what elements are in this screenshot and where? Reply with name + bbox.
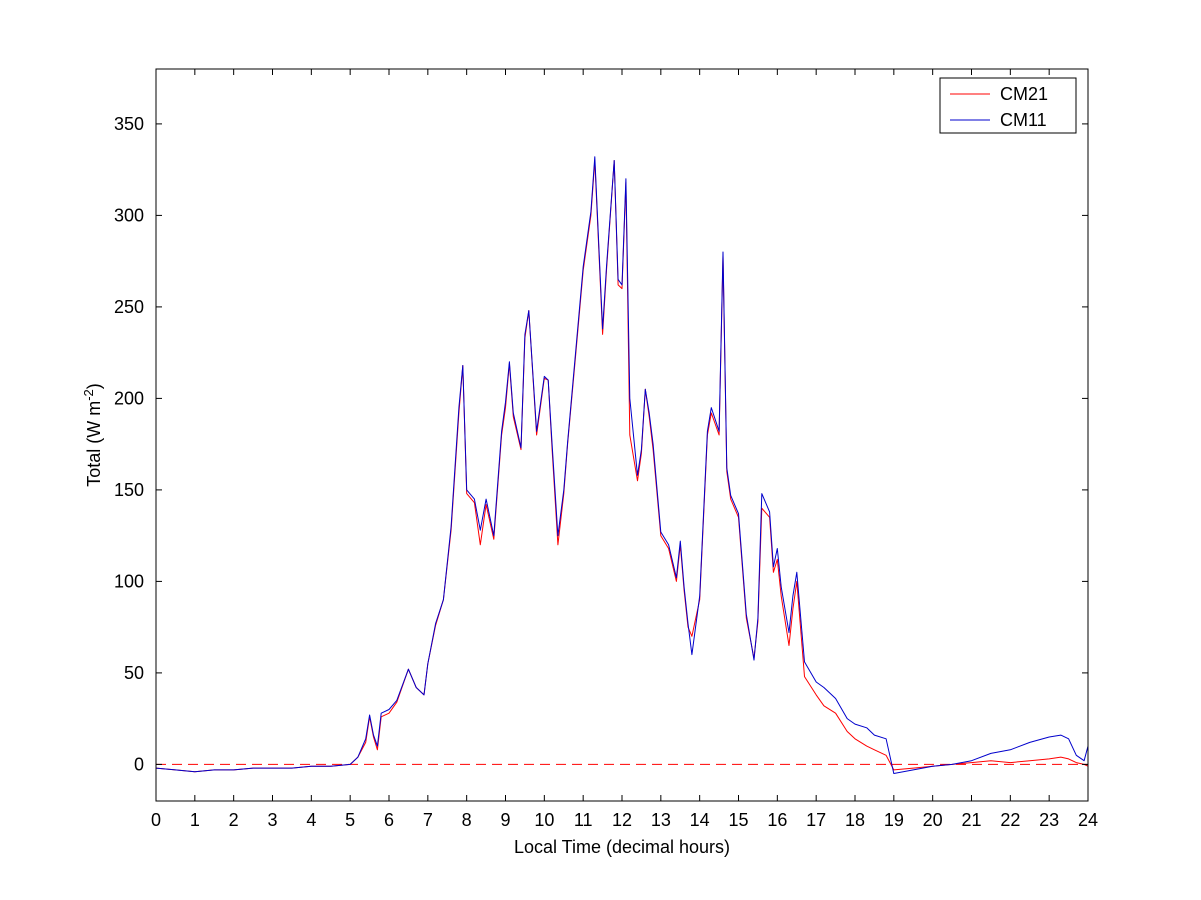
x-tick-label: 15: [728, 810, 748, 830]
x-tick-label: 5: [345, 810, 355, 830]
y-tick-label: 0: [134, 754, 144, 774]
legend-label-cm21: CM21: [1000, 84, 1048, 104]
legend-label-cm11: CM11: [1000, 110, 1047, 130]
legend: CM21 CM11: [939, 77, 1077, 134]
y-tick-label: 50: [124, 663, 144, 683]
x-tick-label: 23: [1039, 810, 1059, 830]
x-tick-label: 16: [767, 810, 787, 830]
y-tick-label: 250: [114, 297, 144, 317]
y-tick-label: 300: [114, 205, 144, 225]
legend-box: [939, 77, 1077, 134]
y-axis-title-main: Total (W m: [84, 401, 104, 487]
x-axis-title: Local Time (decimal hours): [514, 837, 730, 857]
x-tick-label: 24: [1078, 810, 1098, 830]
x-tick-label: 7: [423, 810, 433, 830]
tick-layer: 0 1 2 3 4 5 6 7 8 9 10 11 12 13 14 15 16 17 18 19 20 21 22 23 24…: [114, 69, 1098, 830]
x-tick-label: 22: [1000, 810, 1020, 830]
x-tick-label: 6: [384, 810, 394, 830]
y-tick-label: 200: [114, 388, 144, 408]
x-tick-label: 13: [651, 810, 671, 830]
y-tick-label: 150: [114, 480, 144, 500]
series-layer: [155, 156, 1089, 774]
x-tick-label: 11: [574, 810, 593, 830]
x-tick-label: 2: [229, 810, 239, 830]
x-tick-label: 10: [534, 810, 554, 830]
series-line-cm11: [155, 156, 1089, 774]
x-tick-label: 14: [690, 810, 710, 830]
x-tick-label: 17: [806, 810, 826, 830]
x-tick-label: 12: [612, 810, 632, 830]
y-axis-title-superscript: -2: [81, 389, 96, 401]
y-tick-label: 100: [114, 571, 144, 591]
x-tick-label: 1: [190, 810, 200, 830]
x-tick-label: 20: [923, 810, 943, 830]
x-tick-label: 3: [267, 810, 277, 830]
x-tick-label: 4: [306, 810, 316, 830]
plot-background: [156, 69, 1088, 801]
y-axis-title-close: ): [84, 383, 104, 389]
x-tick-label: 8: [462, 810, 472, 830]
x-tick-label: 0: [151, 810, 161, 830]
x-tick-label: 9: [500, 810, 510, 830]
x-tick-label: 18: [845, 810, 865, 830]
y-tick-label: 350: [114, 114, 144, 134]
x-tick-label: 21: [961, 810, 981, 830]
x-tick-label: 19: [884, 810, 904, 830]
y-axis-title: Total (W m-2): [81, 383, 104, 487]
